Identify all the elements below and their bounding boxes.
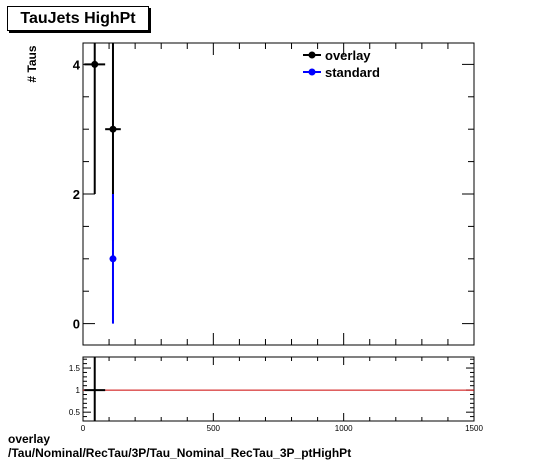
y-tick-label: 4 [73,57,81,72]
ratio-plot-frame [82,356,475,422]
legend-label-standard: standard [325,65,380,80]
main-plot-frame [82,42,475,346]
ratio-x-tick-label: 1000 [335,424,353,433]
ratio-y-tick-label: 0.5 [69,408,81,417]
ratio-plot: 0.5 1 1.5 0 500 1000 1500 [69,356,483,433]
legend-marker-standard [308,68,316,76]
footer-histogram-path: /Tau/Nominal/RecTau/3P/Tau_Nominal_RecTa… [8,446,352,460]
y-axis-label: # Taus [25,45,39,82]
data-point-standard [109,255,117,263]
legend-label-overlay: overlay [325,48,371,63]
data-point-overlay [109,125,117,133]
ratio-x-tick-label: 0 [81,424,86,433]
footer-dataset-label: overlay [8,432,51,446]
y-tick-label: 2 [73,187,80,202]
legend-marker-overlay [308,51,316,59]
chart-title: TauJets HighPt [7,6,149,31]
ratio-y-tick-label: 1.5 [69,364,81,373]
y-tick-label: 0 [73,317,80,332]
ratio-x-tick-label: 500 [207,424,221,433]
ratio-y-tick-label: 1 [76,386,81,395]
ratio-x-tick-label: 1500 [465,424,483,433]
main-plot: 0 2 4 # Taus overlay standard [25,42,475,346]
data-point-overlay [91,60,99,68]
